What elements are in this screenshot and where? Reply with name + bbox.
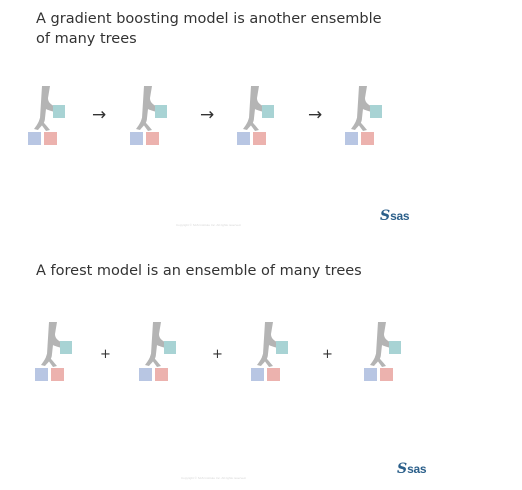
plus-icon: + xyxy=(322,347,333,362)
tree-leaf xyxy=(361,132,374,145)
plus-icon: + xyxy=(212,347,223,362)
tree-branch xyxy=(375,354,386,367)
arrow-right-icon: → xyxy=(92,105,107,125)
tree-leaf xyxy=(155,105,167,118)
copyright-footnote: Copyright © SAS Institute Inc. All right… xyxy=(181,476,247,480)
tree-leaf xyxy=(60,341,72,354)
gradient-boosting-title: A gradient boosting model is another ens… xyxy=(36,11,382,47)
sas-logo: S sas xyxy=(397,461,427,477)
decision-tree-icon xyxy=(137,320,177,382)
tree-leaf xyxy=(35,368,48,381)
tree-branch xyxy=(46,354,57,367)
tree-leaf xyxy=(262,105,274,118)
decision-tree-icon xyxy=(235,84,275,146)
decision-tree-icon xyxy=(128,84,168,146)
sas-logo-mark: S xyxy=(380,208,391,224)
tree-leaf xyxy=(276,341,288,354)
tree-branch xyxy=(356,118,367,131)
tree-leaf xyxy=(155,368,168,381)
tree-leaf xyxy=(139,368,152,381)
arrow-right-icon: → xyxy=(200,105,215,125)
decision-tree-icon xyxy=(249,320,289,382)
sas-logo-mark: S xyxy=(397,461,408,477)
tree-branch xyxy=(248,118,259,131)
plus-icon: + xyxy=(100,347,111,362)
sas-logo-text: sas xyxy=(390,209,410,223)
tree-leaf xyxy=(345,132,358,145)
decision-tree-icon xyxy=(33,320,73,382)
decision-tree-icon xyxy=(26,84,66,146)
tree-leaf xyxy=(370,105,382,118)
arrow-right-icon: → xyxy=(308,105,323,125)
tree-leaf xyxy=(267,368,280,381)
gradient-boosting-panel: A gradient boosting model is another ens… xyxy=(0,0,522,240)
tree-leaf xyxy=(251,368,264,381)
tree-leaf xyxy=(364,368,377,381)
decision-tree-icon xyxy=(343,84,383,146)
tree-leaf xyxy=(253,132,266,145)
tree-leaf xyxy=(51,368,64,381)
tree-branch xyxy=(141,118,152,131)
tree-leaf xyxy=(164,341,176,354)
tree-leaf xyxy=(389,341,401,354)
forest-panel: A forest model is an ensemble of many tr… xyxy=(0,250,522,490)
tree-leaf xyxy=(237,132,250,145)
sas-logo: S sas xyxy=(380,208,410,224)
tree-branch xyxy=(39,118,50,131)
forest-title: A forest model is an ensemble of many tr… xyxy=(36,263,362,279)
decision-tree-icon xyxy=(362,320,402,382)
tree-leaf xyxy=(28,132,41,145)
tree-leaf xyxy=(380,368,393,381)
tree-leaf xyxy=(53,105,65,118)
sas-logo-text: sas xyxy=(407,462,427,476)
tree-leaf xyxy=(146,132,159,145)
tree-leaf xyxy=(44,132,57,145)
tree-leaf xyxy=(130,132,143,145)
copyright-footnote: Copyright © SAS Institute Inc. All right… xyxy=(176,223,242,227)
tree-branch xyxy=(262,354,273,367)
tree-branch xyxy=(150,354,161,367)
